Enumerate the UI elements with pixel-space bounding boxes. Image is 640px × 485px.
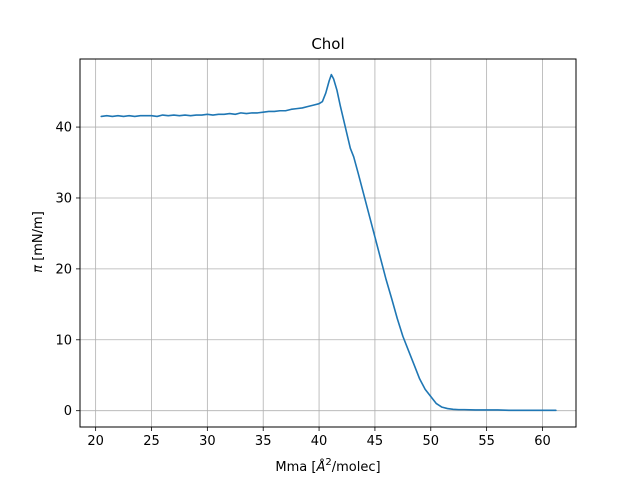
x-axis-title-main: Mma [ bbox=[275, 460, 316, 475]
x-axis-title-tail: /molec] bbox=[332, 460, 381, 475]
x-tick-label: 60 bbox=[534, 434, 551, 449]
x-axis-title-symbol: Å bbox=[315, 459, 325, 475]
x-tick-label: 35 bbox=[255, 434, 272, 449]
y-tick-label: 40 bbox=[55, 121, 72, 136]
x-axis-title: Mma [Å2/molec] bbox=[275, 457, 380, 475]
x-tick-label: 30 bbox=[199, 434, 216, 449]
series-line bbox=[100, 73, 557, 412]
x-tick-label: 25 bbox=[143, 434, 160, 449]
x-tick-label: 40 bbox=[311, 434, 328, 449]
y-axis-title-tail: [mN/m] bbox=[31, 211, 46, 265]
x-tick-label: 50 bbox=[423, 434, 440, 449]
x-axis-title-superscript: 2 bbox=[325, 457, 331, 468]
y-axis-title: π [mN/m] bbox=[31, 211, 46, 273]
x-tick-label: 45 bbox=[367, 434, 384, 449]
x-tick-label: 20 bbox=[87, 434, 104, 449]
chart-title: Chol bbox=[311, 35, 344, 53]
x-tick-label: 55 bbox=[478, 434, 495, 449]
grid bbox=[80, 59, 576, 427]
series-layer bbox=[100, 73, 557, 412]
y-tick-label: 30 bbox=[55, 191, 72, 206]
y-tick-label: 10 bbox=[55, 333, 72, 348]
y-tick-label: 20 bbox=[55, 262, 72, 277]
plot-area-frame bbox=[79, 58, 577, 428]
y-axis-title-symbol: π bbox=[31, 265, 46, 273]
y-tick-label: 0 bbox=[64, 404, 72, 419]
ticks: 20 25 30 35 40 45 50 55 60 0 10 20 30 40 bbox=[55, 121, 550, 449]
